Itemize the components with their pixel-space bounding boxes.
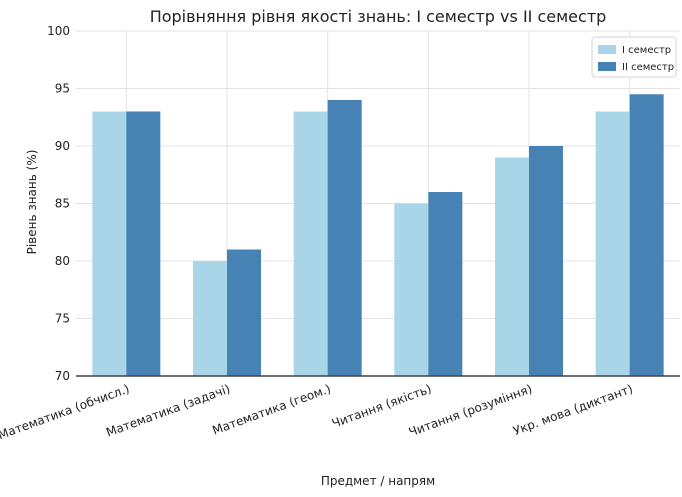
grid-lines	[76, 31, 680, 376]
legend-label: ІІ семестр	[622, 62, 674, 73]
legend: І семестр ІІ семестр	[592, 37, 676, 77]
chart-title: Порівняння рівня якості знань: І семестр…	[150, 7, 607, 26]
y-tick-label: 75	[55, 312, 70, 326]
y-tick-label: 95	[55, 82, 70, 96]
x-tick-labels: Математика (обчисл.)Математика (задачі)М…	[0, 382, 635, 443]
y-tick-labels: 70 75 80 85 90 95 100	[47, 24, 70, 383]
legend-swatch	[598, 45, 616, 54]
y-tick-label: 80	[55, 254, 70, 268]
bar-semester-2	[328, 100, 362, 376]
legend-swatch	[598, 62, 616, 71]
y-tick-label: 85	[55, 197, 70, 211]
bars	[92, 94, 663, 376]
y-tick-label: 100	[47, 24, 70, 38]
x-axis-label: Предмет / напрям	[321, 474, 435, 488]
y-tick-label: 70	[55, 369, 70, 383]
bar-semester-1	[92, 112, 126, 377]
bar-semester-2	[126, 112, 160, 377]
bar-semester-1	[495, 158, 529, 377]
bar-semester-2	[227, 250, 261, 377]
legend-label: І семестр	[622, 45, 671, 56]
bar-semester-2	[630, 94, 664, 376]
bar-semester-1	[294, 112, 328, 377]
y-axis-label: Рівень знань (%)	[25, 150, 39, 255]
bar-semester-1	[394, 204, 428, 377]
bar-semester-1	[596, 112, 630, 377]
bar-semester-2	[428, 192, 462, 376]
bar-semester-2	[529, 146, 563, 376]
bar-semester-1	[193, 261, 227, 376]
y-tick-label: 90	[55, 139, 70, 153]
